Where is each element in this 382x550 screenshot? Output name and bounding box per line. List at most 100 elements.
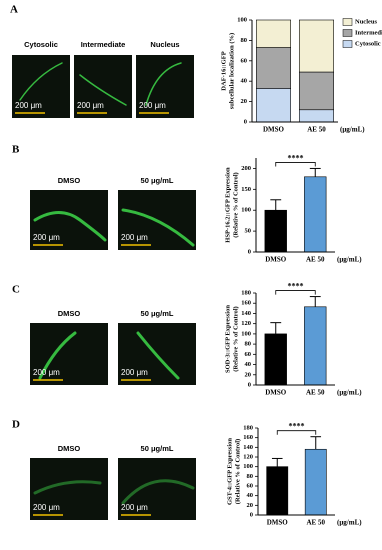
panel-letter: B	[12, 144, 20, 156]
scale-bar-label: 200 μm	[33, 233, 60, 242]
x-tick-label: DMSO	[265, 256, 287, 264]
image-label: Nucleus	[150, 40, 179, 49]
panel-letter: D	[12, 419, 20, 431]
bar-segment	[255, 88, 291, 123]
micrograph	[74, 55, 132, 118]
worm	[121, 479, 195, 505]
worm	[79, 74, 127, 106]
worm-body	[121, 479, 195, 505]
x-tick-label: DMSO	[263, 126, 285, 134]
bar-segment	[298, 19, 334, 73]
y-axis-label: (Relative % of Control)	[232, 306, 239, 371]
image-label: Cytosolic	[24, 40, 58, 49]
y-tick-label: 140	[241, 310, 251, 317]
y-axis-label: HSP-16.2::GFP Expression	[224, 167, 231, 243]
worm-body	[33, 480, 102, 495]
scale-bar-label: 200 μm	[33, 503, 60, 512]
x-tick-label: AE 50	[307, 519, 326, 527]
bar	[304, 306, 327, 386]
y-tick-label: 80	[247, 473, 254, 480]
x-tick-label: AE 50	[307, 126, 326, 134]
bar-segment	[298, 109, 334, 123]
micrograph	[118, 458, 196, 520]
micrograph	[30, 458, 108, 520]
worm	[33, 211, 107, 242]
legend-label: Nucleus	[355, 18, 378, 25]
y-axis-label: SOD-3::GFP Expression	[224, 305, 231, 373]
y-tick-label: 50	[245, 228, 252, 235]
y-tick-label: 180	[241, 289, 251, 296]
scale-bar-label: 200 μm	[15, 101, 42, 110]
worm-body	[38, 331, 77, 380]
legend-label: Intermediate	[355, 29, 382, 36]
legend-swatch	[342, 18, 353, 26]
image-label: 50 μg/mL	[141, 176, 174, 185]
significance-bracket	[275, 162, 316, 167]
y-tick-label: 60	[241, 57, 248, 64]
bar-segment	[255, 47, 291, 89]
y-tick-label: 20	[245, 371, 252, 378]
y-tick-label: 0	[248, 381, 251, 388]
y-tick-label: 100	[241, 207, 251, 214]
worm	[19, 62, 63, 101]
y-tick-label: 20	[241, 98, 248, 105]
bar	[266, 466, 289, 516]
x-unit-label: (μg/mL)	[337, 256, 362, 264]
worm-body	[145, 62, 182, 106]
y-tick-label: 0	[250, 511, 253, 518]
legend-swatch	[342, 40, 353, 48]
worm	[33, 480, 102, 495]
x-unit-label: (μg/mL)	[337, 389, 362, 397]
scale-bar-label: 200 μm	[139, 101, 166, 110]
scale-bar-label: 200 μm	[121, 233, 148, 242]
y-tick-label: 0	[248, 248, 251, 255]
y-tick-label: 120	[243, 453, 253, 460]
y-tick-label: 80	[241, 37, 248, 44]
y-tick-label: 150	[241, 186, 251, 193]
image-label: Intermediate	[81, 40, 126, 49]
worm	[145, 62, 182, 106]
significance-label: ****	[288, 153, 304, 162]
y-tick-label: 140	[243, 444, 253, 451]
y-tick-label: 40	[241, 78, 248, 85]
x-tick-label: DMSO	[265, 389, 287, 397]
y-tick-label: 80	[245, 341, 252, 348]
worm	[38, 331, 77, 380]
y-tick-label: 60	[245, 351, 252, 358]
significance-label: ****	[289, 422, 305, 431]
y-tick-label: 0	[244, 118, 247, 125]
micrograph	[136, 55, 194, 118]
y-axis-label: GST-4::GFP Expression	[226, 438, 233, 505]
y-tick-label: 100	[241, 330, 251, 337]
x-tick-label: AE 50	[306, 389, 325, 397]
bar	[304, 448, 327, 516]
y-tick-label: 100	[237, 16, 247, 23]
y-tick-label: 20	[247, 502, 254, 509]
y-tick-label: 40	[247, 492, 254, 499]
bar-segment	[255, 19, 291, 48]
worm-body	[79, 74, 127, 106]
worm-body	[136, 331, 180, 380]
worm	[136, 331, 180, 380]
micrograph	[12, 55, 70, 118]
scale-bar-label: 200 μm	[121, 503, 148, 512]
x-unit-label: (μg/mL)	[337, 519, 362, 527]
significance-label: ****	[288, 281, 304, 290]
y-axis-label: subcellular localization (%)	[228, 33, 235, 109]
image-label: DMSO	[58, 176, 81, 185]
legend-label: Cytosolic	[355, 40, 381, 47]
image-label: 50 μg/mL	[141, 309, 174, 318]
worm-body	[33, 211, 107, 242]
worm-body	[121, 208, 195, 247]
significance-bracket	[275, 290, 316, 295]
y-tick-label: 120	[241, 320, 251, 327]
micrograph	[30, 190, 108, 250]
legend-swatch	[342, 29, 353, 37]
x-unit-label: (μg/mL)	[340, 126, 365, 134]
y-tick-label: 60	[247, 482, 254, 489]
worm-body	[19, 62, 63, 101]
bar-segment	[298, 71, 334, 111]
y-axis-label: (Relative % of Control)	[234, 439, 241, 504]
y-tick-label: 160	[243, 434, 253, 441]
